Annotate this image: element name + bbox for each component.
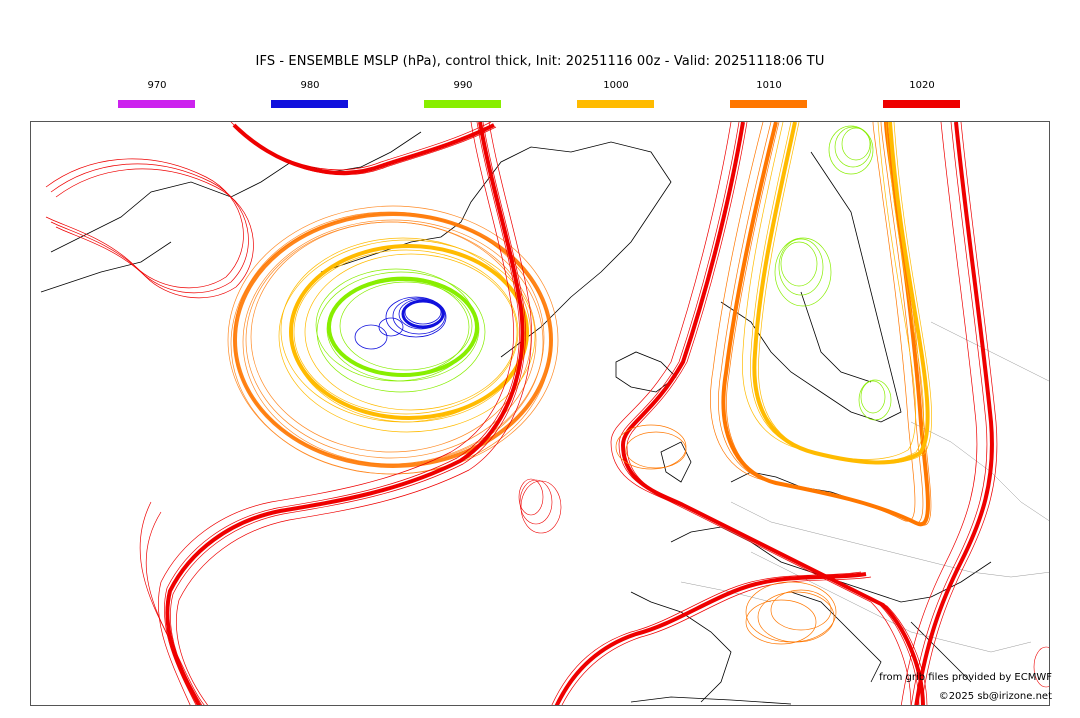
legend-item-980: 980 <box>271 80 349 108</box>
control-980-low <box>401 299 445 329</box>
control-1000-low <box>289 244 529 420</box>
isobar-1020-small <box>518 478 1049 688</box>
control-1020-west <box>165 122 525 705</box>
legend-swatch <box>118 100 195 108</box>
isobar-990-east <box>774 125 892 421</box>
borders <box>680 321 1049 653</box>
legend-item-970: 970 <box>118 80 196 108</box>
legend-label: 1020 <box>909 80 935 91</box>
legend-item-990: 990 <box>424 80 502 108</box>
legend-swatch <box>730 100 807 108</box>
legend-label: 990 <box>453 80 473 91</box>
isobar-980-low <box>354 296 447 350</box>
legend-swatch <box>424 100 501 108</box>
control-1020-east <box>554 122 994 705</box>
legend-swatch <box>883 100 960 108</box>
copyright-credit: ©2025 sb@irizone.net <box>938 691 1052 702</box>
legend-label: 1000 <box>603 80 629 91</box>
legend-item-1020: 1020 <box>883 80 961 108</box>
control-1010-east <box>721 122 930 527</box>
source-credit: from grib files provided by ECMWF <box>879 672 1052 683</box>
legend-label: 980 <box>300 80 320 91</box>
control-1000-east <box>752 122 930 465</box>
control-990-low <box>327 277 479 377</box>
legend-swatch <box>577 100 654 108</box>
mslp-map <box>30 121 1050 706</box>
legend-item-1000: 1000 <box>577 80 655 108</box>
legend-swatch <box>271 100 348 108</box>
map-canvas <box>40 122 1049 705</box>
legend-item-1010: 1010 <box>730 80 808 108</box>
isobar-1020-west <box>45 122 532 705</box>
legend-label: 970 <box>147 80 167 91</box>
control-1010-low <box>233 212 553 468</box>
map-title: IFS - ENSEMBLE MSLP (hPa), control thick… <box>255 54 825 69</box>
legend-label: 1010 <box>756 80 782 91</box>
